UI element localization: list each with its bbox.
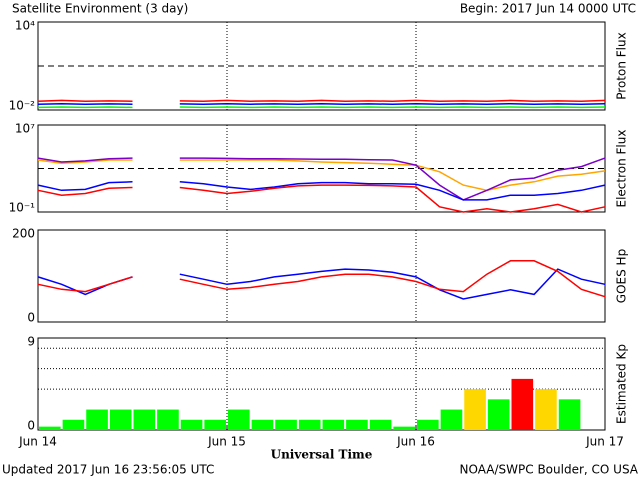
- kp-bar: [39, 426, 61, 430]
- kp-bar: [157, 409, 179, 430]
- kp-bar: [535, 389, 557, 430]
- kp-bar: [558, 399, 581, 430]
- kp-bar: [62, 419, 85, 430]
- series-line: [37, 181, 606, 201]
- kp-bar: [204, 419, 226, 430]
- kp-bar: [133, 409, 156, 430]
- panel-frame: [37, 337, 606, 431]
- series-line: [37, 260, 606, 298]
- series-line: [37, 99, 606, 102]
- kp-bar: [393, 426, 415, 430]
- kp-bar: [487, 399, 510, 430]
- y-tick-label: 9: [27, 335, 35, 349]
- kp-bar: [86, 409, 108, 430]
- kp-bar: [228, 409, 250, 430]
- kp-bar: [109, 409, 132, 430]
- y-tick-label: 10⁻¹: [9, 201, 36, 215]
- y-tick-label: 0: [27, 311, 35, 325]
- x-tick-label: Jun 15: [207, 435, 246, 449]
- updated: Updated 2017 Jun 16 23:56:05 UTC: [2, 463, 214, 477]
- kp-bar: [464, 389, 486, 430]
- kp-bar: [369, 419, 392, 430]
- x-axis-label: Universal Time: [271, 448, 373, 462]
- panel-frame: [37, 229, 606, 323]
- kp-bar: [440, 409, 463, 430]
- y-tick-label: 10⁴: [15, 19, 35, 33]
- series-line: [37, 102, 606, 105]
- series-line: [37, 157, 606, 201]
- chart-title: Satellite Environment (3 day): [12, 2, 188, 16]
- x-tick-label: Jun 14: [18, 435, 57, 449]
- y-tick-label: 10⁷: [15, 122, 35, 136]
- x-tick-label: Jun 17: [585, 435, 624, 449]
- x-tick-label: Jun 16: [396, 435, 435, 449]
- series-line: [37, 184, 606, 213]
- y-tick-label: 200: [12, 227, 35, 241]
- kp-bar: [275, 419, 297, 430]
- kp-bar: [346, 419, 368, 430]
- kp-bar: [180, 419, 203, 430]
- kp-bar: [417, 419, 439, 430]
- kp-bar: [511, 378, 534, 430]
- credit: NOAA/SWPC Boulder, CO USA: [460, 463, 639, 477]
- y-axis-label: GOES Hp: [615, 249, 629, 303]
- kp-bar: [251, 419, 274, 430]
- y-axis-label: Electron Flux: [615, 130, 629, 208]
- y-tick-label: 0: [27, 419, 35, 433]
- y-axis-label: Proton Flux: [615, 32, 629, 99]
- begin-time: Begin: 2017 Jun 14 0000 UTC: [460, 2, 636, 16]
- y-tick-label: 10⁻²: [9, 99, 36, 113]
- kp-bar: [322, 419, 345, 430]
- series-line: [37, 159, 606, 192]
- y-axis-label: Estimated Kp: [615, 344, 629, 424]
- kp-bar: [298, 419, 321, 430]
